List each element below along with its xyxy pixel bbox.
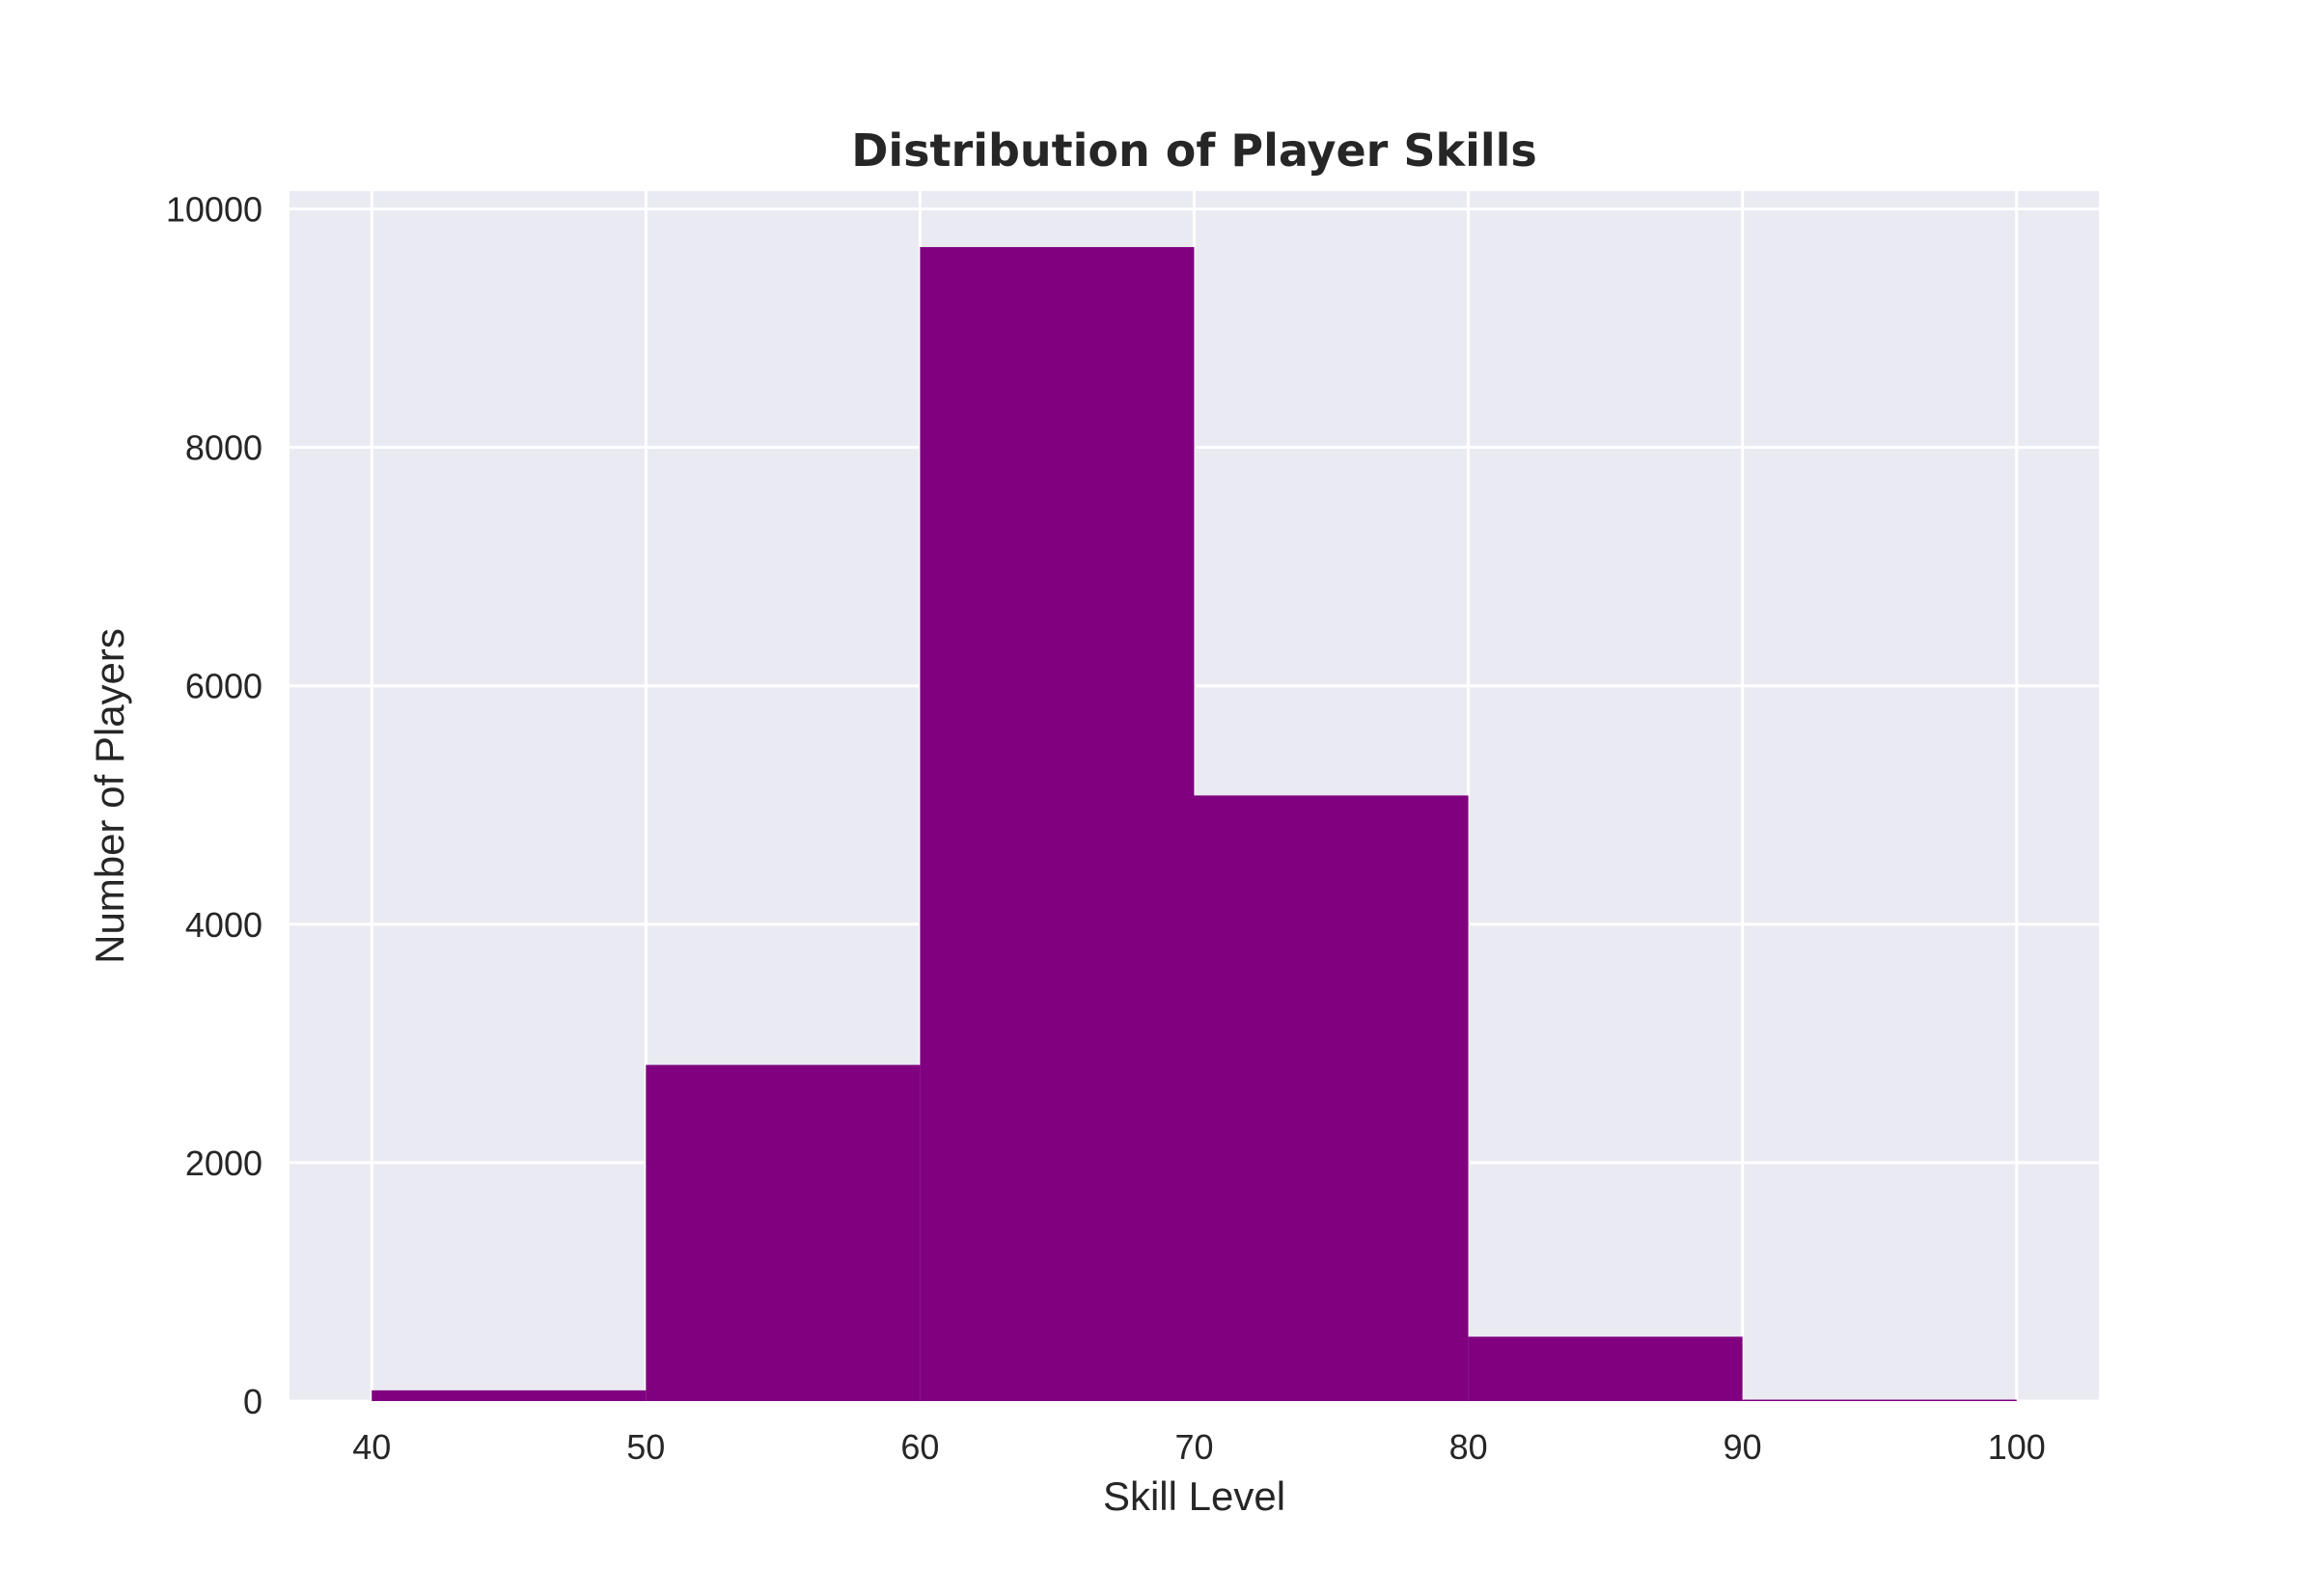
- histogram-bar: [1742, 1399, 2017, 1401]
- histogram-bar: [920, 247, 1195, 1401]
- y-tick-label: 8000: [185, 428, 262, 468]
- x-tick-label: 70: [1174, 1427, 1213, 1467]
- x-axis-label: Skill Level: [1103, 1473, 1285, 1519]
- y-tick-label: 4000: [185, 905, 262, 945]
- x-tick-label: 40: [352, 1427, 391, 1467]
- histogram-bar: [1194, 795, 1469, 1401]
- y-tick-label: 6000: [185, 667, 262, 706]
- y-tick-label: 10000: [166, 190, 262, 230]
- y-tick-label: 2000: [185, 1143, 262, 1183]
- x-tick-label: 80: [1449, 1427, 1488, 1467]
- x-tick-label: 90: [1723, 1427, 1762, 1467]
- histogram-bar: [372, 1390, 647, 1401]
- histogram-bar: [646, 1064, 921, 1401]
- x-tick-label: 50: [626, 1427, 665, 1467]
- x-tick-label: 100: [1988, 1427, 2046, 1467]
- x-tick-label: 60: [900, 1427, 939, 1467]
- bars: [372, 247, 2017, 1401]
- y-axis-label: Number of Players: [87, 628, 132, 964]
- chart-title: Distribution of Player Skills: [851, 124, 1537, 177]
- tick-labels: 40 50 60 70 80 90 100 0 2000 4000 6000 8000 10000: [166, 190, 2046, 1467]
- y-tick-label: 0: [243, 1382, 262, 1421]
- histogram-bar: [1468, 1336, 1743, 1401]
